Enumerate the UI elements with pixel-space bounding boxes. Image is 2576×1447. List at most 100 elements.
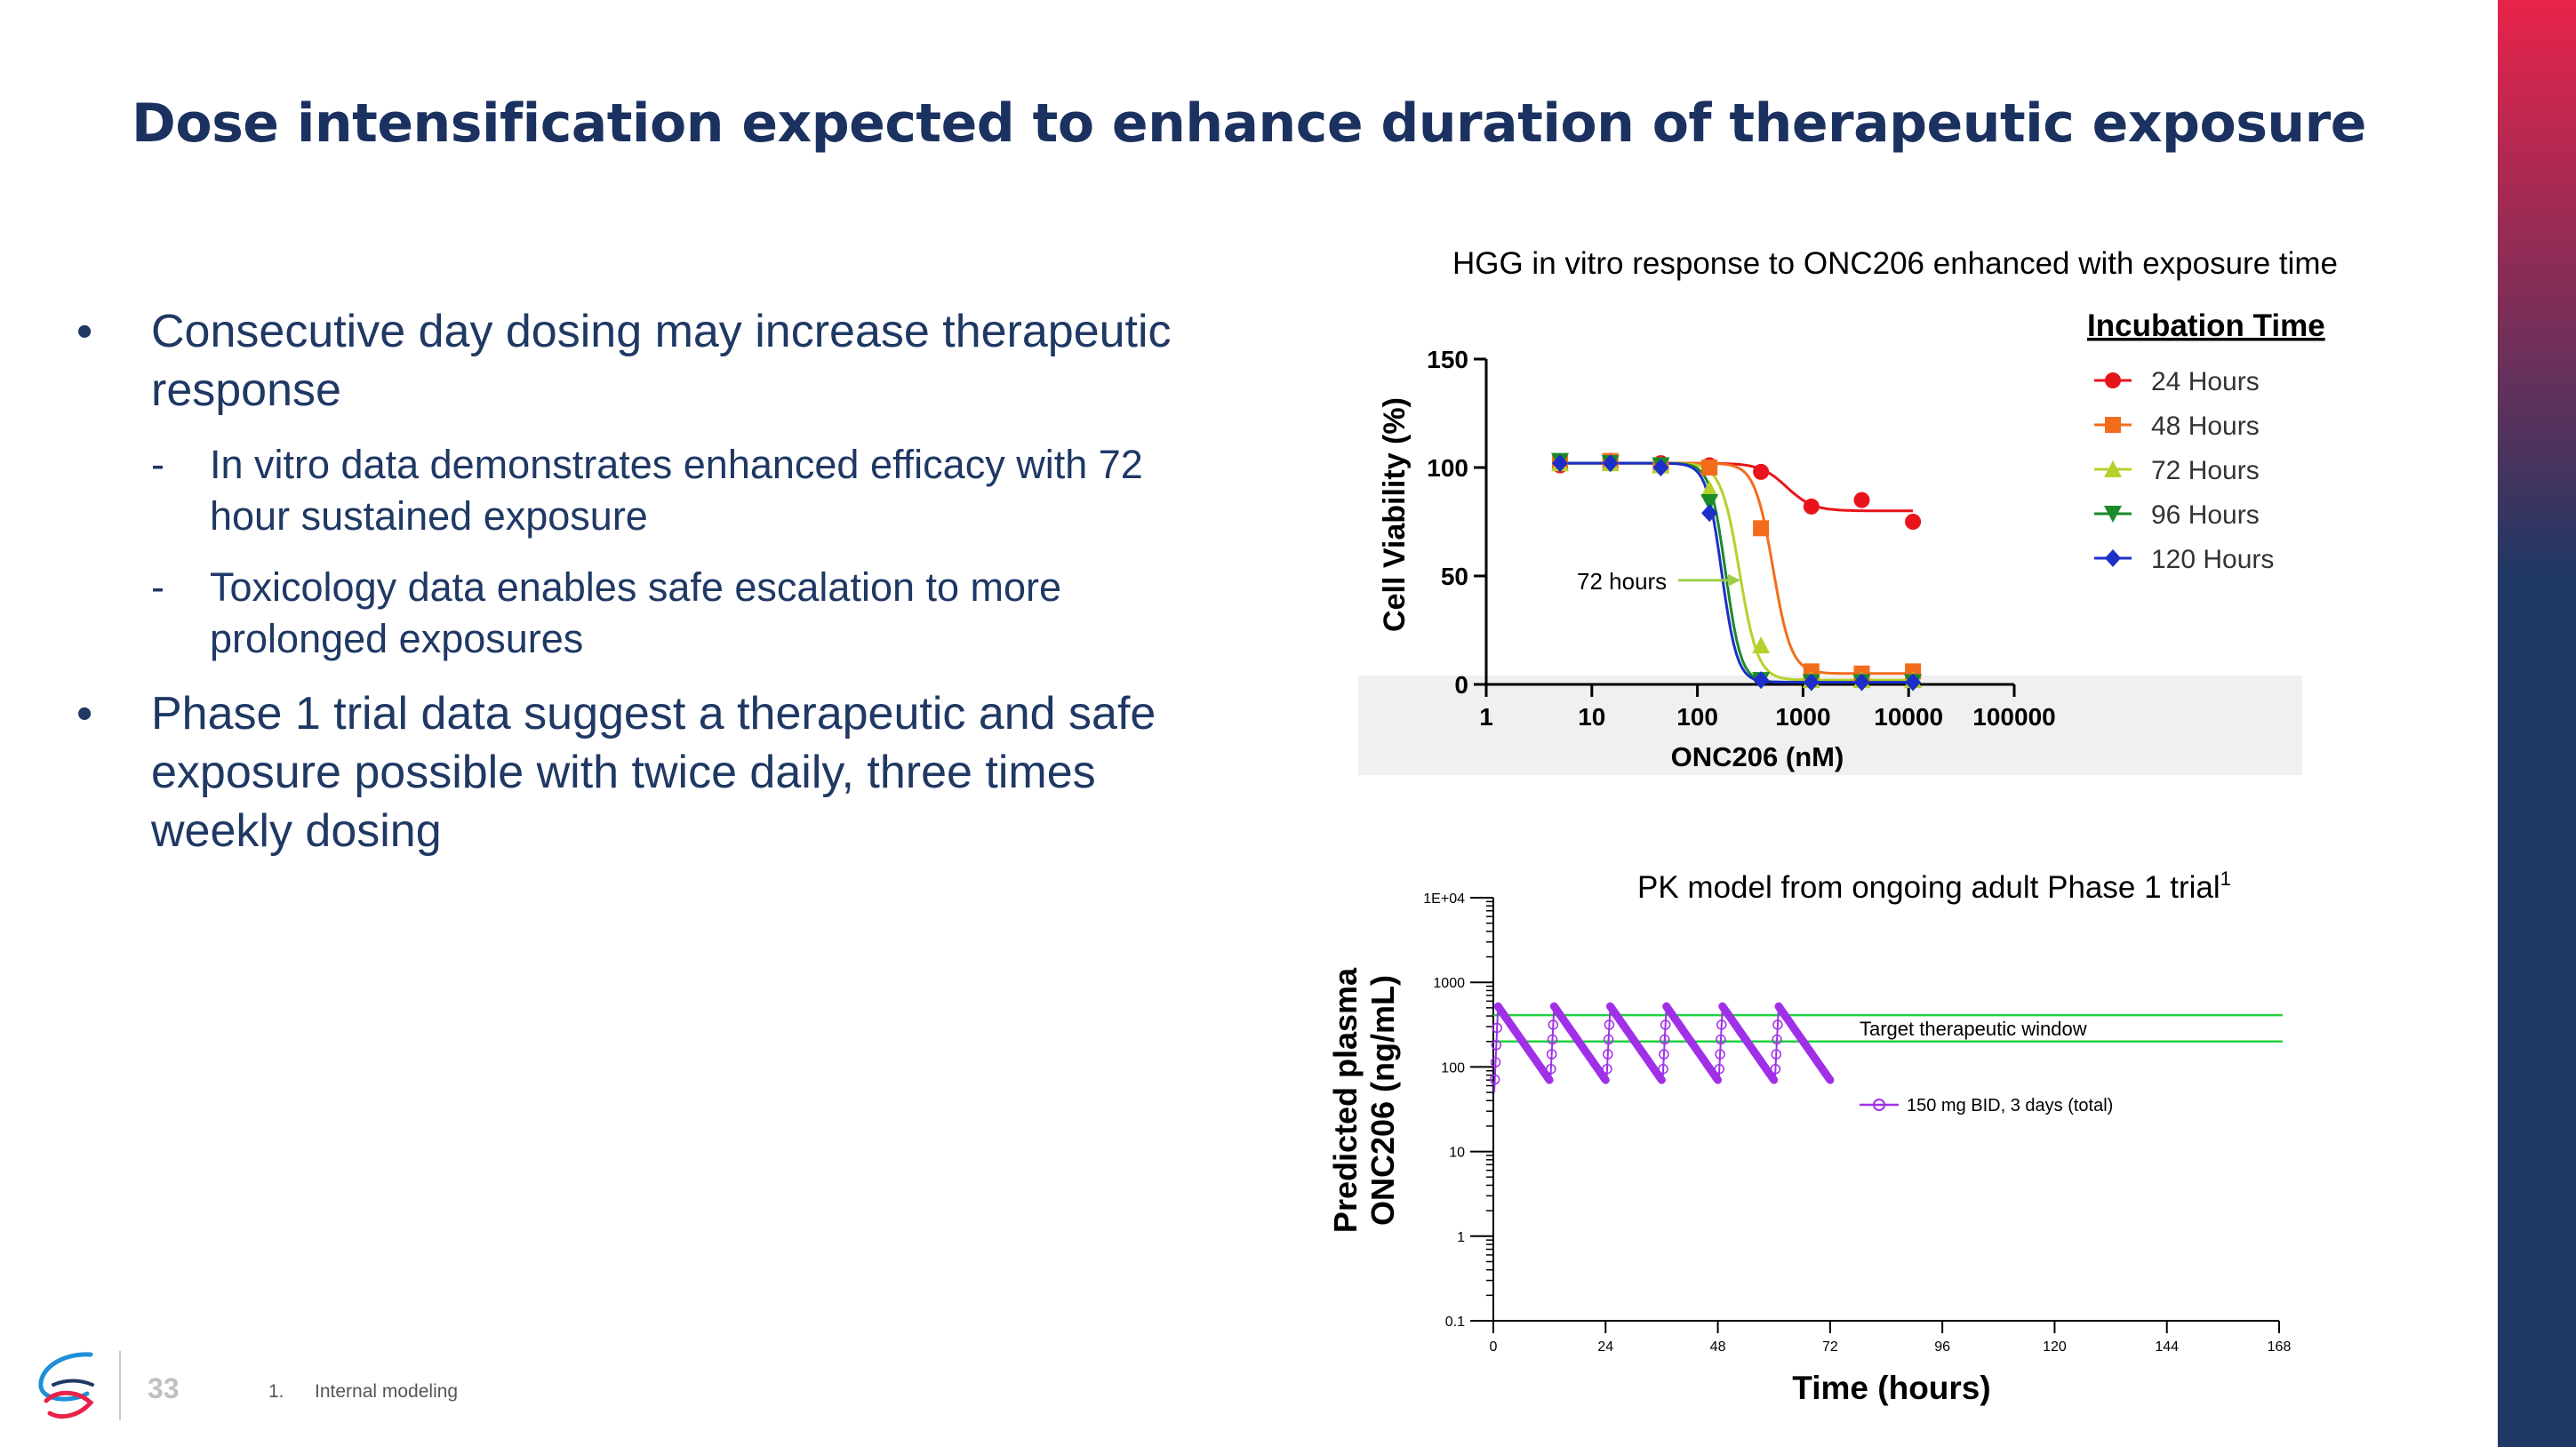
chart1-bottom-band <box>1358 676 2302 775</box>
chart1-y-tick-label: 50 <box>1441 563 1468 590</box>
chart2-pk-sample-point <box>1490 1057 1501 1067</box>
chart2-pk-sample-point <box>1714 1063 1725 1075</box>
chart2-x-tick-label: 144 <box>2155 1339 2179 1355</box>
chart2-pk-curve-dose6 <box>1774 1002 1835 1084</box>
chart2-pk-sample-point <box>1604 1019 1615 1030</box>
bullet-text: Consecutive day dosing may increase ther… <box>151 306 1172 416</box>
chart2-x-tick-label: 168 <box>2268 1339 2292 1355</box>
chart1-x-tick-label: 10 <box>1578 703 1605 731</box>
chart2-pk-sample-point <box>1658 1063 1668 1075</box>
chart2-pk-curve-dose4 <box>1662 1002 1723 1084</box>
chart2-x-tick-label: 24 <box>1597 1339 1613 1355</box>
chart2-legend-marker <box>1873 1099 1885 1111</box>
chart2-pk-sample-point <box>1716 1019 1727 1030</box>
footnote: 1. Internal modeling <box>268 1381 458 1403</box>
chart1-point-s5 <box>1701 504 1718 523</box>
chart1-x-tick-label: 1000 <box>1775 703 1830 731</box>
chart1-point-s5 <box>1905 673 1922 692</box>
bullet-item: • Phase 1 trial data suggest a therapeut… <box>76 684 1179 860</box>
chart2-pk-sample-point <box>1660 1034 1670 1045</box>
chart2-pk-sample-point <box>1491 1040 1502 1051</box>
chart2-pk-rise-dose6 <box>1773 1006 1780 1081</box>
chart1-point-s2 <box>1701 460 1718 476</box>
chart2-pk-rise-dose5 <box>1717 1006 1724 1081</box>
chart2-pk-sample-point <box>1602 1063 1612 1075</box>
bullet-symbol: • <box>76 688 93 739</box>
chart2-y-axis-label-line1: Predicted plasma <box>1327 967 1364 1233</box>
chart2-pk-curve-dose3 <box>1606 1002 1666 1084</box>
chart2-pk-sample-point <box>1715 1049 1725 1059</box>
footnote-text: Internal modeling <box>315 1381 459 1402</box>
chart2-pk-sample-point <box>1548 1019 1559 1030</box>
chart2-y-axis-label-line2: ONC206 (ng/mL) <box>1364 975 1401 1226</box>
chart1-point-s2 <box>1753 520 1770 537</box>
chart2-pk-curve-dose2 <box>1549 1002 1610 1084</box>
chart2-title: PK model from ongoing adult Phase 1 tria… <box>1637 867 2231 905</box>
chart2-x-tick-label: 72 <box>1822 1339 1838 1355</box>
chart1-y-tick-label: 150 <box>1427 346 1468 373</box>
chart2-pk-curve-dose1 <box>1493 1002 1554 1084</box>
sub-bullet-text: Toxicology data enables safe escalation … <box>210 564 1062 661</box>
chart2-pk-sample-point <box>1489 1074 1500 1085</box>
chart1-y-tick-label: 0 <box>1454 671 1468 699</box>
chart2-x-tick-label: 0 <box>1490 1339 1498 1355</box>
chart2-y-tick-label: 1 <box>1457 1230 1465 1245</box>
chart1-point-s5 <box>1602 454 1619 473</box>
chart1-point-s1 <box>1753 463 1770 480</box>
chart1-legend-marker <box>2104 506 2122 523</box>
footer-divider <box>119 1351 121 1420</box>
chart1-legend-label: 96 Hours <box>2151 500 2260 530</box>
chart2-target-window-label: Target therapeutic window <box>1860 1018 2087 1040</box>
chart2-y-tick-label: 1E+04 <box>1423 891 1465 907</box>
bullet-text: Phase 1 trial data suggest a therapeutic… <box>151 688 1156 857</box>
chart2-pk-sample-point <box>1546 1049 1557 1059</box>
chart1-point-s3 <box>1700 480 1719 498</box>
chart1-legend-label: 120 Hours <box>2151 545 2274 574</box>
chart2-pk-sample-point <box>1772 1034 1782 1045</box>
chart2-pk-sample-point <box>1547 1034 1558 1045</box>
chart1-point-s5 <box>1652 459 1669 476</box>
chart1-legend-marker <box>2104 460 2122 477</box>
chart1-y-axis-label: Cell Viability (%) <box>1378 397 1412 632</box>
chart2-pk-curve-dose5 <box>1718 1002 1779 1084</box>
chart2-x-axis-label: Time (hours) <box>1792 1370 1990 1406</box>
sub-bullet-item: - Toxicology data enables safe escalatio… <box>76 562 1179 665</box>
chart2-x-tick-label: 120 <box>2043 1339 2067 1355</box>
chart1-point-s5 <box>1753 671 1770 690</box>
page-number: 33 <box>148 1372 180 1404</box>
chart2-pk-sample-point <box>1659 1049 1669 1059</box>
footnote-number: 1. <box>268 1381 284 1402</box>
chart1-annotation: 72 hours <box>1577 568 1667 595</box>
chart1-legend-marker <box>2105 417 2121 433</box>
chart2-pk-sample-point <box>1716 1034 1726 1045</box>
chart2-pk-sample-point <box>1492 1022 1502 1034</box>
chart2-x-tick-label: 48 <box>1710 1339 1726 1355</box>
chart1-point-s5 <box>1853 673 1870 692</box>
slide-title: Dose intensification expected to enhance… <box>132 92 2366 155</box>
chart2-pk-sample-point <box>1770 1063 1781 1075</box>
chart2-pk-rise-dose2 <box>1549 1006 1556 1081</box>
chart2-y-tick-label: 0.1 <box>1445 1315 1465 1330</box>
chart2-y-tick-label: 10 <box>1449 1146 1465 1161</box>
bullet-symbol: • <box>76 306 93 357</box>
chart1-point-s1 <box>1803 498 1820 515</box>
chart1-point-s5 <box>1803 673 1820 692</box>
chart1-point-s1 <box>1853 492 1870 508</box>
chart2-title-superscript: 1 <box>2220 867 2231 890</box>
bullet-item: • Consecutive day dosing may increase th… <box>76 302 1179 420</box>
chart1-x-axis-label: ONC206 (nM) <box>1671 741 1844 772</box>
chart1-point-s3 <box>1752 636 1771 654</box>
chart1-point-s1 <box>1905 514 1922 530</box>
chart1-x-tick-label: 100000 <box>1972 703 2055 731</box>
company-logo-icon <box>38 1352 94 1419</box>
chart1-annotation-arrowhead <box>1728 573 1740 587</box>
chart1-point-s4 <box>1700 494 1719 512</box>
chart1-x-tick-label: 1 <box>1479 703 1493 731</box>
chart1-legend-label: 72 Hours <box>2151 456 2260 485</box>
chart1-y-tick-label: 100 <box>1427 454 1468 482</box>
chart2-pk-sample-point <box>1660 1019 1671 1030</box>
sub-bullet-item: - In vitro data demonstrates enhanced ef… <box>76 439 1179 542</box>
chart2-pk-sample-point <box>1603 1034 1614 1045</box>
chart1-legend-marker <box>2105 549 2121 567</box>
